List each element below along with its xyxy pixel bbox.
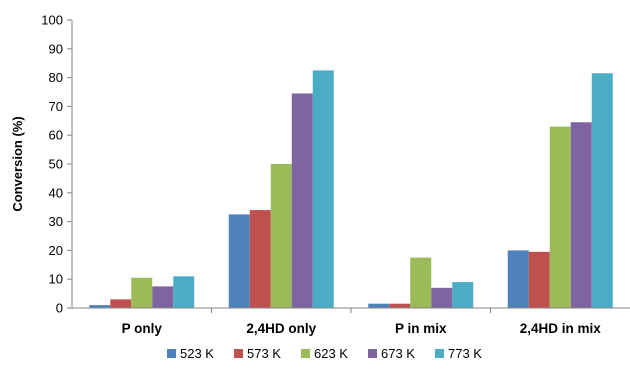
legend-label: 673 K (381, 346, 415, 361)
x-category-label: 2,4HD only (246, 321, 316, 336)
y-tick-label: 0 (56, 301, 63, 316)
legend-label: 523 K (180, 346, 214, 361)
y-tick-label: 80 (49, 70, 63, 85)
y-tick-label: 50 (49, 157, 63, 172)
bar (549, 126, 571, 308)
y-tick-label: 40 (49, 185, 63, 200)
bar (173, 276, 195, 308)
bar (291, 93, 313, 308)
x-category-label: P in mix (395, 321, 447, 336)
legend-label: 573 K (247, 346, 281, 361)
y-tick-label: 20 (49, 243, 63, 258)
legend-swatch (368, 349, 377, 358)
bar (312, 70, 334, 309)
y-tick-label: 90 (49, 41, 63, 56)
legend-swatch (301, 349, 310, 358)
y-tick-label: 30 (49, 214, 63, 229)
y-axis-ticks: 0 10 20 30 40 50 60 70 80 90 100 (41, 13, 72, 316)
y-tick-label: 10 (49, 272, 63, 287)
bar (528, 251, 550, 308)
x-axis-categories: P only 2,4HD only P in mix 2,4HD in mix (122, 308, 602, 336)
bar (249, 210, 271, 308)
bar (591, 73, 613, 308)
bars (89, 70, 613, 309)
y-tick-label: 60 (49, 128, 63, 143)
bar (131, 277, 153, 308)
bar (507, 250, 529, 308)
legend-swatch (167, 349, 176, 358)
legend-swatch (234, 349, 243, 358)
bar (570, 122, 592, 309)
bar (410, 257, 432, 308)
bar (228, 214, 250, 308)
legend-label: 623 K (314, 346, 348, 361)
y-tick-label: 100 (41, 13, 63, 28)
bar (270, 164, 292, 308)
x-category-label: 2,4HD in mix (520, 321, 602, 336)
legend: 523 K 573 K 623 K 673 K 773 K (167, 346, 482, 361)
legend-label: 773 K (448, 346, 482, 361)
bar (452, 282, 474, 308)
bar (110, 299, 132, 308)
bar (152, 286, 174, 308)
x-category-label: P only (122, 321, 163, 336)
bar (389, 303, 411, 308)
y-tick-label: 70 (49, 99, 63, 114)
bar (431, 287, 453, 308)
y-axis-label: Conversion (%) (10, 116, 25, 211)
bar (368, 303, 390, 308)
bar (89, 305, 111, 308)
legend-swatch (435, 349, 444, 358)
